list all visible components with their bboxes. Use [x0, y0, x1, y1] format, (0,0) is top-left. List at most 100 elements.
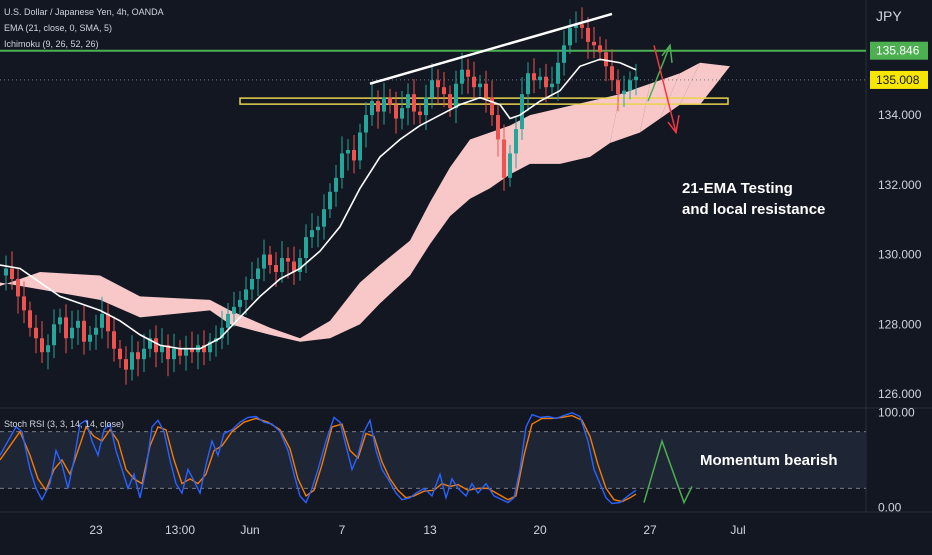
candle-body: [52, 324, 56, 346]
resistance-price-label: 135.846: [876, 44, 920, 58]
ema-line: [0, 58, 637, 350]
candle-body: [604, 52, 608, 67]
candle-body: [466, 69, 470, 77]
candle-body: [436, 80, 440, 88]
candle-body: [238, 299, 242, 307]
candle-body: [556, 62, 560, 84]
candle-body: [388, 97, 392, 105]
candle-body: [478, 83, 482, 88]
candle-body: [190, 348, 194, 353]
candle-body: [172, 348, 176, 360]
candle-body: [322, 209, 326, 227]
rising-trendline: [369, 12, 613, 85]
time-tick-label: 13:00: [165, 523, 195, 537]
candle-body: [616, 80, 620, 95]
current-price-label: 135.008: [876, 73, 920, 87]
candle-body: [424, 97, 428, 116]
candle-body: [118, 348, 122, 360]
price-tick-label: 134.000: [878, 108, 922, 122]
candle-body: [178, 348, 182, 356]
candle-body: [58, 317, 62, 325]
momentum-note: Momentum bearish: [700, 452, 838, 469]
candle-body: [220, 327, 224, 339]
support-zone: [239, 97, 729, 105]
candle-body: [580, 24, 584, 28]
time-tick-label: 23: [89, 523, 103, 537]
candle-body: [274, 265, 278, 272]
candle-body: [148, 338, 152, 349]
ichimoku-legend: Ichimoku (9, 26, 52, 26): [4, 39, 99, 49]
up-arrow-head: [661, 43, 673, 63]
candle-body: [70, 327, 74, 339]
resistance-price-tag: [870, 41, 928, 60]
candle-body: [562, 45, 566, 63]
candle-body: [508, 153, 512, 178]
candle-body: [142, 348, 146, 360]
ema-note-line2: and local resistance: [682, 201, 826, 218]
candle-body: [634, 76, 638, 81]
down-arrow-head: [667, 114, 680, 135]
candle-body: [490, 97, 494, 116]
price-tick-label: 128.000: [878, 317, 922, 331]
candle-body: [544, 76, 548, 88]
candle-body: [448, 94, 452, 109]
candle-body: [16, 278, 20, 297]
candle-body: [262, 254, 266, 269]
ichimoku-cloud-segment: [430, 167, 450, 245]
candle-body: [460, 69, 464, 84]
currency-label: JPY: [876, 8, 902, 24]
time-tick-label: Jun: [240, 523, 259, 537]
ichimoku-cloud-segment: [640, 73, 680, 133]
candle-body: [232, 306, 236, 314]
candle-body: [340, 153, 344, 178]
candle-body: [10, 268, 14, 279]
candle-body: [226, 313, 230, 328]
candle-body: [628, 80, 632, 91]
candle-body: [610, 66, 614, 81]
candle-body: [166, 345, 170, 360]
candle-body: [370, 101, 374, 116]
candle-body: [352, 149, 356, 161]
candle-body: [472, 76, 476, 88]
ichimoku-cloud-segment: [680, 62, 730, 105]
stoch-d-line: [0, 414, 637, 503]
candle-body: [484, 83, 488, 98]
candle-body: [316, 226, 320, 231]
candle-body: [64, 317, 68, 339]
candle-body: [394, 104, 398, 119]
time-tick-label: 27: [643, 523, 657, 537]
candle-body: [538, 76, 542, 81]
candle-body: [574, 24, 578, 28]
candle-body: [358, 132, 362, 161]
candle-body: [292, 261, 296, 272]
candle-body: [406, 94, 410, 109]
candle-body: [520, 94, 524, 130]
ichimoku-cloud-segment: [470, 132, 490, 199]
candle-body: [442, 87, 446, 95]
candle-body: [382, 97, 386, 112]
candle-body: [526, 73, 530, 95]
candle-body: [430, 80, 434, 98]
candle-body: [598, 45, 602, 53]
stoch-tick-0: 0.00: [878, 500, 902, 514]
candle-body: [112, 331, 116, 349]
candle-body: [154, 338, 158, 353]
candle-body: [418, 111, 422, 116]
ema-legend: EMA (21, close, 0, SMA, 5): [4, 23, 113, 33]
candle-body: [22, 296, 26, 311]
time-tick-label: 20: [533, 523, 547, 537]
ichimoku-cloud-segment: [40, 272, 100, 300]
candle-body: [244, 289, 248, 300]
candle-body: [124, 359, 128, 370]
candle-body: [250, 278, 254, 290]
time-tick-label: Jul: [730, 523, 745, 537]
candle-body: [268, 254, 272, 266]
candle-body: [496, 115, 500, 140]
candle-body: [514, 129, 518, 154]
candle-body: [328, 191, 332, 210]
symbol-title: U.S. Dollar / Japanese Yen, 4h, OANDA: [4, 7, 164, 17]
candle-body: [136, 352, 140, 360]
candle-body: [364, 115, 368, 133]
